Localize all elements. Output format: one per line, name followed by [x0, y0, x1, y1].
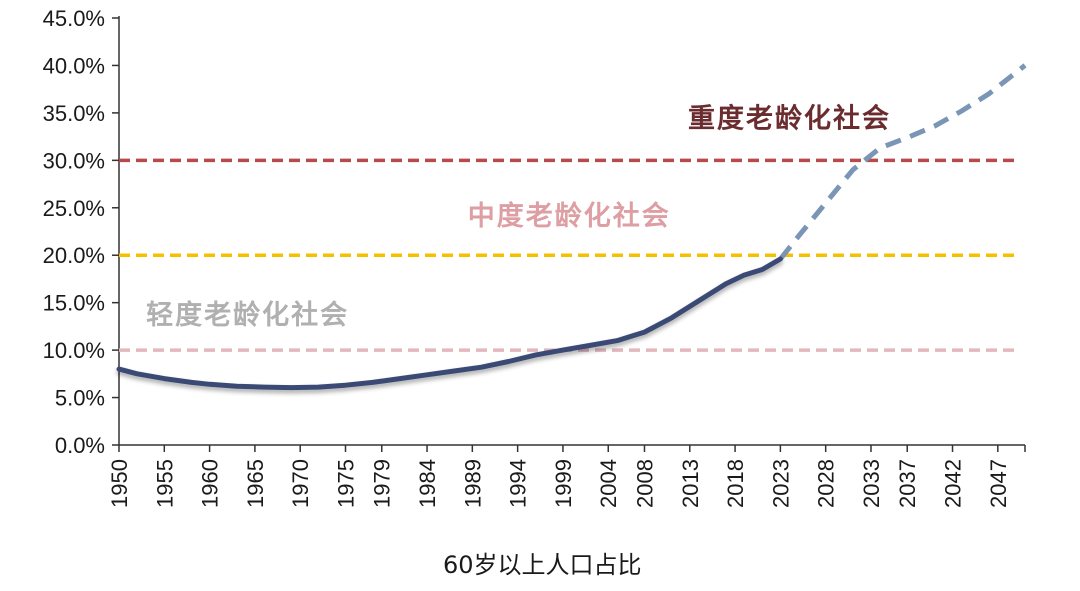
y-tick-label: 10.0% [43, 338, 105, 363]
y-tick-label: 40.0% [43, 53, 105, 78]
legend: 60岁以上人口占比 [379, 551, 642, 579]
threshold-lines: 轻度老龄化社会 中度老龄化社会 重度老龄化社会 [119, 102, 1014, 352]
x-tick-label: 1979 [370, 459, 395, 508]
y-axis: 0.0% 5.0% 10.0% 15.0% 20.0% 25.0% 30.0% 35.0% 40… [43, 6, 120, 458]
x-tick-label: 2004 [596, 459, 621, 508]
legend-label: 60岁以上人口占比 [443, 551, 642, 579]
x-tick-label: 2023 [768, 459, 793, 508]
series-lines [116, 63, 1027, 391]
y-tick-label: 45.0% [43, 6, 105, 31]
x-tick-label: 1975 [334, 459, 359, 508]
x-tick-label: 2042 [941, 459, 966, 508]
y-tick-label: 5.0% [55, 386, 105, 411]
y-tick-label: 20.0% [43, 243, 105, 268]
x-tick-label: 2037 [895, 459, 920, 508]
x-tick-label: 1970 [288, 459, 313, 508]
y-tick-label: 15.0% [43, 291, 105, 316]
x-tick-label: 1984 [415, 459, 440, 508]
x-tick-label: 2047 [986, 459, 1011, 508]
x-tick-label: 2013 [678, 459, 703, 508]
x-axis: 1950 1955 1960 1965 1970 1975 1979 1984 1989 1994… [107, 444, 1026, 508]
x-tick-label: 2008 [632, 459, 657, 508]
x-tick-label: 1989 [460, 459, 485, 508]
x-tick-label: 1965 [243, 459, 268, 508]
x-tick-label: 1950 [107, 459, 132, 508]
threshold-label: 轻度老龄化社会 [146, 299, 349, 331]
x-tick-label: 1999 [551, 459, 576, 508]
y-tick-label: 35.0% [43, 101, 105, 126]
x-tick-label: 2028 [814, 459, 839, 508]
series-projection-line [778, 63, 1027, 261]
threshold-label: 中度老龄化社会 [468, 200, 671, 232]
y-tick-label: 25.0% [43, 196, 105, 221]
y-tick-label: 0.0% [55, 433, 105, 458]
x-tick-label: 2033 [859, 459, 884, 508]
y-tick-label: 30.0% [43, 148, 105, 173]
series-line [116, 256, 783, 391]
x-tick-label: 2018 [723, 459, 748, 508]
x-tick-label: 1955 [152, 459, 177, 508]
threshold-label: 重度老龄化社会 [688, 102, 891, 134]
x-tick-label: 1960 [198, 459, 223, 508]
x-tick-label: 1994 [506, 459, 531, 508]
